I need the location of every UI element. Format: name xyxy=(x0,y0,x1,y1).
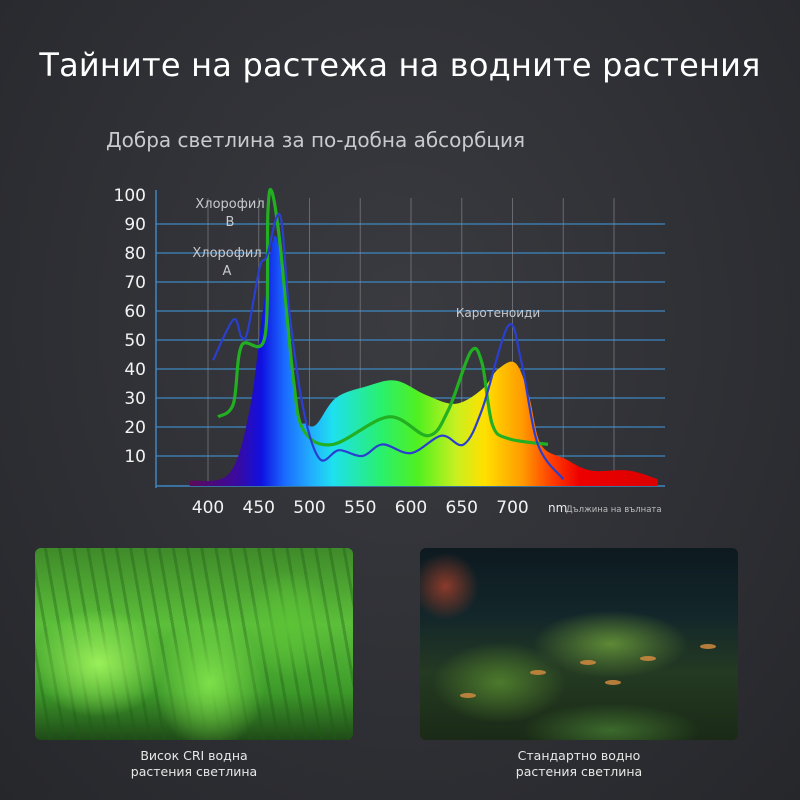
x-tick-label: 500 xyxy=(293,498,325,518)
y-tick-label: 40 xyxy=(124,360,146,380)
axis-labels: 10 20 30 40 50 60 70 80 90 100 400 450 500 550 600 650 7… xyxy=(114,186,662,518)
x-tick-label: 400 xyxy=(192,498,224,518)
caption-line: Стандартно водно xyxy=(517,748,641,763)
y-tick-label: 80 xyxy=(124,244,146,264)
fish-image xyxy=(700,644,716,649)
caption-line: растения светлина xyxy=(130,764,258,779)
y-tick-label: 60 xyxy=(124,302,146,322)
x-tick-label: 650 xyxy=(446,498,478,518)
annotation-label: Хлорофил xyxy=(195,197,264,212)
photo-caption-left: Висок CRI водна растения светлина xyxy=(35,748,353,780)
page-title: Тайните на растежа на водните растения xyxy=(39,46,761,84)
y-tick-label: 70 xyxy=(124,273,146,293)
x-tick-label: 450 xyxy=(243,498,275,518)
chart-subtitle: Добра светлина за по-добна абсорбция xyxy=(106,128,526,152)
annotation-label: Хлорофил xyxy=(192,246,261,261)
x-tick-label: 700 xyxy=(496,498,528,518)
y-tick-label: 100 xyxy=(114,186,146,206)
series-marks xyxy=(189,188,658,486)
y-tick-label: 10 xyxy=(124,447,146,467)
caption-line: растения светлина xyxy=(515,764,643,779)
blue-absorption-line xyxy=(212,212,565,480)
x-axis-label: Дължина на вълната xyxy=(566,505,662,515)
x-unit-label: nm xyxy=(548,501,567,515)
fish-image xyxy=(530,670,546,675)
y-tick-label: 50 xyxy=(124,331,146,351)
annotation-label: Каротеноиди xyxy=(456,306,540,320)
y-tick-label: 30 xyxy=(124,389,146,409)
high-cri-plant-photo xyxy=(35,548,353,740)
y-tick-label: 90 xyxy=(124,215,146,235)
spectrum-area xyxy=(189,235,658,486)
fish-image xyxy=(460,693,476,698)
x-tick-label: 600 xyxy=(395,498,427,518)
y-tick-label: 20 xyxy=(124,418,146,438)
green-absorption-line xyxy=(217,188,549,447)
standard-plant-photo xyxy=(420,548,738,740)
fish-image xyxy=(640,656,656,661)
caption-line: Висок CRI водна xyxy=(140,748,248,763)
annotation-label: A xyxy=(223,264,232,279)
x-tick-label: 550 xyxy=(344,498,376,518)
spectrum-chart: 10 20 30 40 50 60 70 80 90 100 400 450 500 550 600 650 7… xyxy=(114,186,665,518)
fish-image xyxy=(580,660,596,665)
photo-caption-right: Стандартно водно растения светлина xyxy=(420,748,738,780)
annotation-label: B xyxy=(226,215,235,230)
fish-image xyxy=(605,680,621,685)
